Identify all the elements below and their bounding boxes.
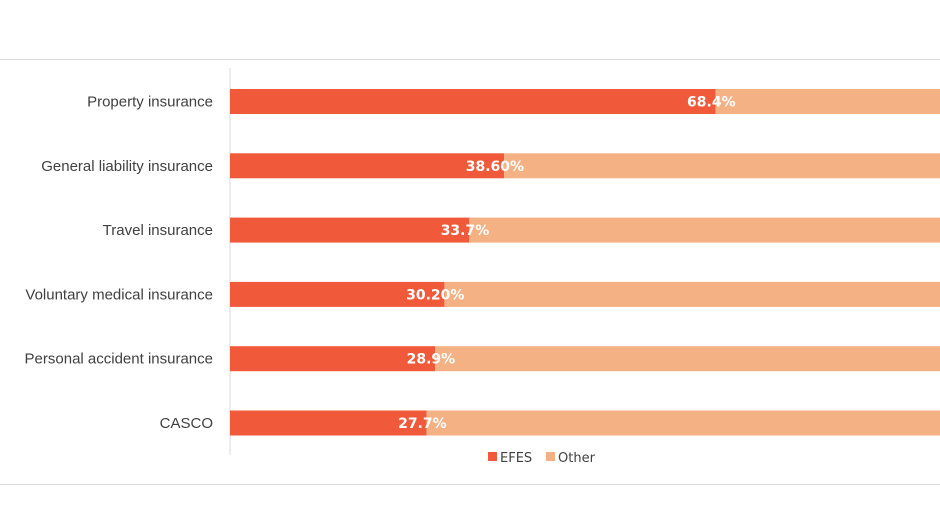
bar-efes — [230, 89, 716, 114]
data-label-efes: 28.9% — [407, 352, 456, 368]
bar-efes — [230, 346, 436, 372]
data-label-efes: 27.7% — [398, 416, 447, 432]
category-label: Personal accident insurance — [25, 351, 213, 368]
top-divider — [0, 59, 940, 60]
data-label-efes: 30.20% — [406, 287, 464, 303]
legend: EFES Other — [488, 451, 596, 466]
bar-other — [715, 89, 940, 114]
bars-layer — [230, 89, 940, 436]
bar-efes — [230, 281, 445, 307]
data-label-efes: 68.4% — [687, 95, 736, 111]
bottom-divider — [0, 484, 940, 485]
legend-label-efes: EFES — [500, 451, 532, 466]
category-label: Property insurance — [87, 94, 213, 111]
bar-efes — [230, 153, 505, 179]
bar-efes — [230, 217, 470, 243]
category-label: Travel insurance — [103, 222, 213, 239]
bar-other — [469, 217, 940, 243]
legend-swatch-other — [546, 452, 555, 461]
category-label: Voluntary medical insurance — [25, 286, 213, 303]
bar-other — [435, 346, 940, 372]
bar-other — [504, 153, 940, 179]
bar-other — [426, 410, 940, 436]
data-label-efes: 38.60% — [466, 159, 524, 175]
bar-efes — [230, 410, 427, 436]
legend-label-other: Other — [558, 451, 596, 466]
bar-other — [444, 281, 940, 307]
legend-swatch-efes — [488, 452, 497, 461]
category-label: General liability insurance — [41, 158, 213, 175]
data-label-efes: 33.7% — [441, 223, 490, 239]
labels-layer: Property insurance 68.4% General liability… — [25, 94, 736, 433]
category-label: CASCO — [160, 415, 213, 432]
